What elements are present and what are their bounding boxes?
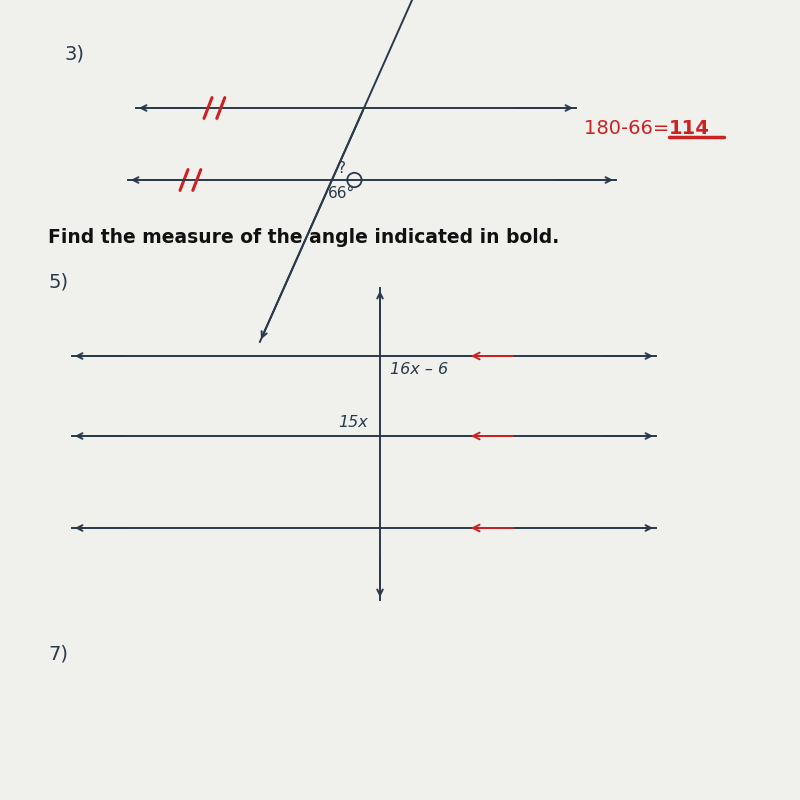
Text: ?: ? [338, 161, 346, 176]
Text: 114: 114 [669, 118, 710, 138]
Text: 5): 5) [48, 272, 68, 291]
Text: 66°: 66° [328, 186, 355, 202]
Text: 180-66=: 180-66= [584, 118, 676, 138]
Text: 16x – 6: 16x – 6 [390, 362, 448, 378]
Text: 7): 7) [48, 644, 68, 663]
Text: 3): 3) [64, 44, 84, 63]
Text: 15x: 15x [338, 414, 368, 430]
Text: Find the measure of the angle indicated in bold.: Find the measure of the angle indicated … [48, 228, 559, 247]
